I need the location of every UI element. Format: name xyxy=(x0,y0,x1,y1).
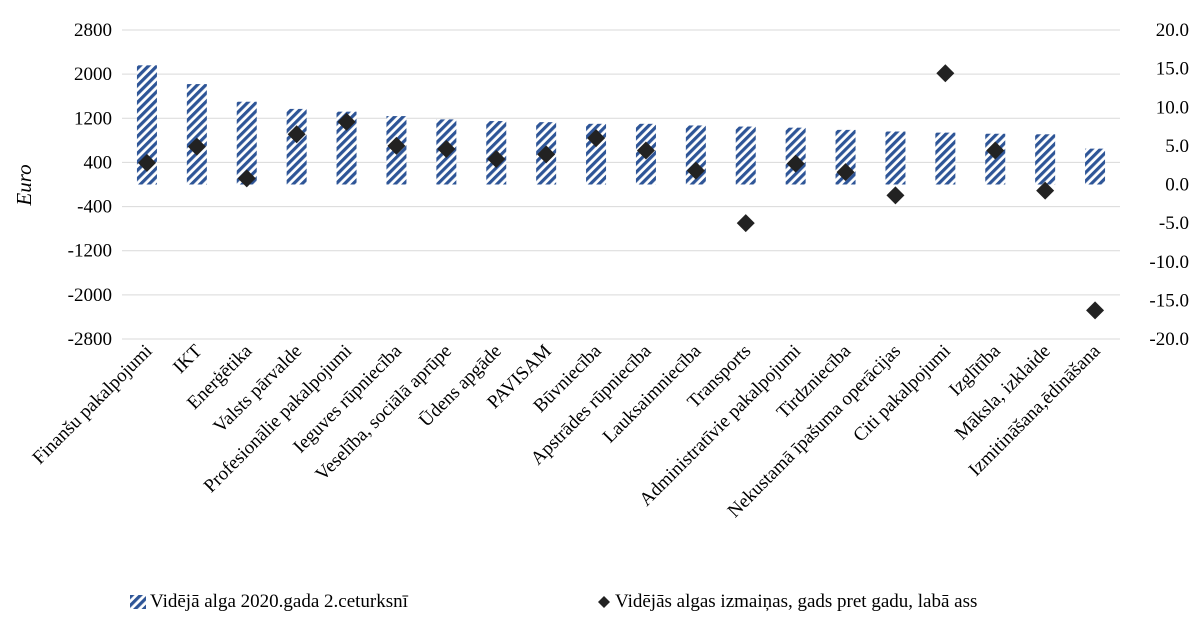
marker xyxy=(287,125,306,144)
marker-series xyxy=(137,64,1105,320)
right-tick-label: 10.0 xyxy=(1156,97,1189,118)
legend-diamond-swatch xyxy=(598,596,610,608)
marker xyxy=(137,153,156,172)
marker xyxy=(487,150,506,169)
marker xyxy=(886,186,905,205)
right-tick-label: -15.0 xyxy=(1149,290,1189,311)
marker xyxy=(237,169,256,188)
bar xyxy=(735,126,756,185)
marker xyxy=(337,112,356,131)
marker xyxy=(437,139,456,158)
bar xyxy=(1035,134,1056,185)
left-tick-label: 2800 xyxy=(74,20,112,41)
right-tick-label: 15.0 xyxy=(1156,59,1189,80)
marker xyxy=(986,141,1005,160)
left-tick-label: 400 xyxy=(84,152,113,173)
right-axis: 20.0 15.0 10.0 5.0 0.0 -5.0 -10.0 -15.0 -20.0 xyxy=(1149,20,1189,350)
left-tick-label: -2000 xyxy=(68,285,112,306)
gridlines xyxy=(122,29,1120,340)
right-tick-label: 5.0 xyxy=(1165,136,1189,157)
bar xyxy=(286,108,307,185)
marker xyxy=(786,154,805,173)
marker xyxy=(636,141,655,160)
bar xyxy=(136,65,157,185)
right-tick-label: -20.0 xyxy=(1149,329,1189,350)
left-tick-label: 2000 xyxy=(74,64,112,85)
marker xyxy=(537,145,556,164)
y-axis-title: Euro xyxy=(12,164,36,206)
legend-label-markers: Vidējās algas izmaiņas, gads pret gadu, … xyxy=(615,591,978,612)
marker xyxy=(936,64,955,83)
marker xyxy=(1036,181,1055,200)
marker xyxy=(387,136,406,155)
legend-label-bars: Vidējā alga 2020.gada 2.ceturksnī xyxy=(150,591,408,612)
right-tick-label: -5.0 xyxy=(1159,213,1189,234)
bar-series xyxy=(136,65,1106,185)
right-tick-label: 20.0 xyxy=(1156,20,1189,41)
right-tick-label: 0.0 xyxy=(1165,175,1189,196)
bar xyxy=(1085,148,1106,185)
marker xyxy=(736,214,755,233)
bar xyxy=(336,111,357,185)
right-tick-label: -10.0 xyxy=(1149,252,1189,273)
marker xyxy=(1086,301,1105,320)
left-tick-label: 1200 xyxy=(74,108,112,129)
legend-hatch-swatch xyxy=(130,595,146,609)
legend-item-bars: Vidējā alga 2020.gada 2.ceturksnī xyxy=(130,591,408,613)
bar xyxy=(935,132,956,185)
left-tick-label: -2800 xyxy=(68,329,112,350)
marker xyxy=(836,163,855,182)
left-tick-label: -1200 xyxy=(68,241,112,262)
marker xyxy=(686,161,705,180)
category-label: Finanšu pakalpojumi xyxy=(29,341,157,469)
marker xyxy=(587,129,606,148)
bar xyxy=(885,131,906,185)
bar xyxy=(236,101,257,185)
bar xyxy=(186,84,207,185)
left-axis: 2800 2000 1200 400 -400 -1200 -2000 -2800 xyxy=(68,20,112,350)
left-tick-label: -400 xyxy=(77,197,112,218)
legend-item-markers: Vidējās algas izmaiņas, gads pret gadu, … xyxy=(597,591,977,613)
marker xyxy=(187,137,206,156)
category-label: IKT xyxy=(169,340,207,378)
